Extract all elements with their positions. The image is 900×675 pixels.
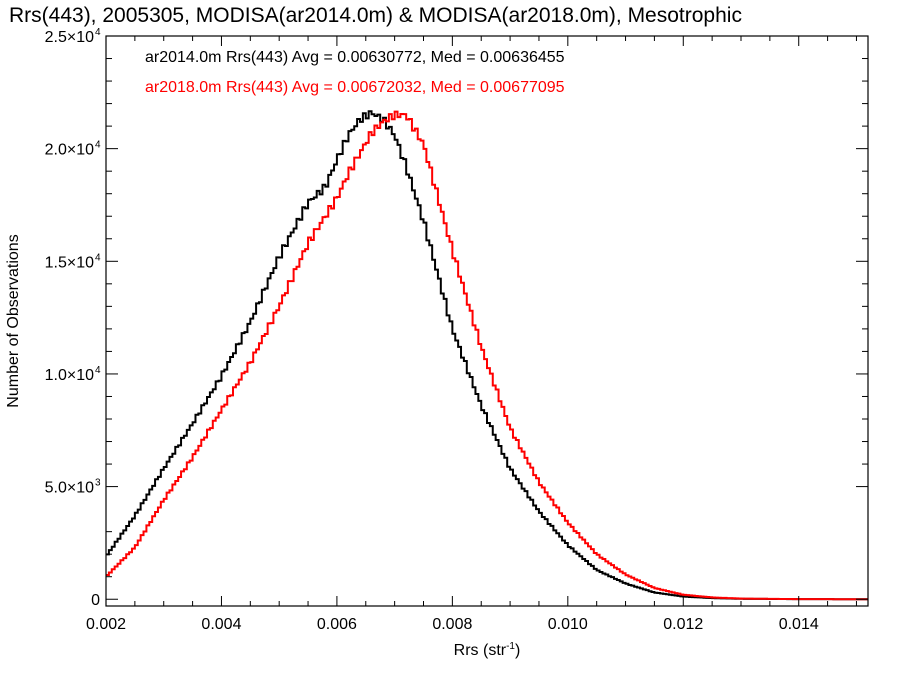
y-tick-label: 1.0×10 — [45, 367, 94, 384]
x-tick-label: 0.006 — [317, 616, 357, 633]
y-tick-label-exponent: 4 — [95, 365, 101, 376]
y-tick-label-exponent: 3 — [95, 478, 101, 489]
y-tick-label: 2.5×10 — [45, 29, 94, 46]
legend-entry-ar2014: ar2014.0m Rrs(443) Avg = 0.00630772, Med… — [145, 49, 565, 66]
x-tick-label: 0.008 — [432, 616, 472, 633]
x-tick-label: 0.002 — [86, 616, 126, 633]
legend-entry-ar2018: ar2018.0m Rrs(443) Avg = 0.00672032, Med… — [145, 79, 565, 96]
y-tick-label: 0 — [91, 592, 100, 609]
x-tick-label: 0.012 — [663, 616, 703, 633]
y-tick-label: 5.0×10 — [45, 480, 94, 497]
x-tick-label: 0.004 — [201, 616, 241, 633]
series-layer — [106, 110, 868, 601]
x-tick-label: 0.010 — [548, 616, 588, 633]
y-axis-label: Number of Observations — [5, 234, 22, 407]
plot-frame — [105, 35, 869, 607]
x-tick-label: 0.014 — [779, 616, 819, 633]
x-axis-label-main: Rrs (str — [454, 642, 507, 659]
x-axis-label-sup: -1 — [506, 641, 515, 652]
y-tick-label-exponent: 4 — [95, 252, 101, 263]
x-axis-label-close: ) — [515, 642, 520, 659]
histogram-series-2 — [106, 110, 868, 601]
y-tick-label: 1.5×10 — [45, 254, 94, 271]
y-tick-label: 2.0×10 — [45, 142, 94, 159]
y-tick-label-exponent: 4 — [95, 140, 101, 151]
histogram-series-1 — [106, 110, 868, 601]
ticks-layer: 0.002 0.004 0.006 0.008 0.010 0.012 0.014 0 5.0×… — [45, 27, 868, 633]
y-tick-label-exponent: 4 — [95, 27, 101, 38]
chart-title: Rrs(443), 2005305, MODISA(ar2014.0m) & M… — [9, 4, 742, 27]
x-axis-label: Rrs (str-1) — [454, 641, 521, 659]
